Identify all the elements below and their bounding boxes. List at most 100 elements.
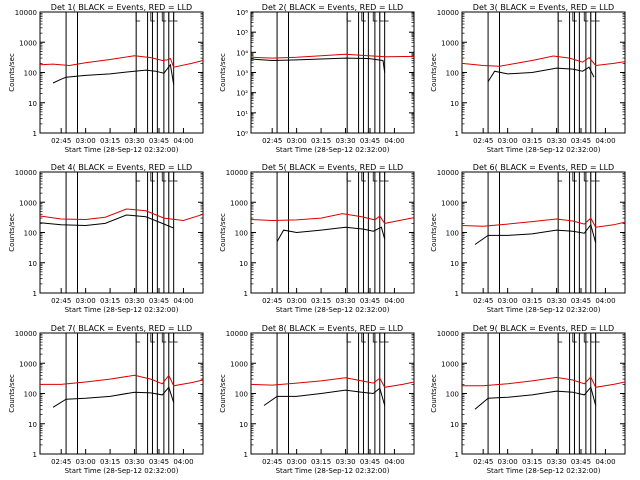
y-tick-label: 1000 xyxy=(19,360,37,368)
gap-marker xyxy=(361,333,366,343)
gap-marker xyxy=(161,12,167,22)
panel-det-4: Det 4( BLACK = Events, RED = LLD 1 10 100 10… xyxy=(8,163,204,314)
gap-marker xyxy=(346,333,352,343)
panel-frame xyxy=(250,171,415,294)
x-tick-label: 03:00 xyxy=(76,458,96,466)
x-axis-label: Start Time (28-Sep-12 02:32:00) xyxy=(65,467,179,475)
panel-title: Det 3( BLACK = Events, RED = LLD xyxy=(473,3,614,12)
x-tick-label: 04:00 xyxy=(595,137,615,145)
x-axis-label: Start Time (28-Sep-12 02:32:00) xyxy=(276,306,390,314)
x-axis-label: Start Time (28-Sep-12 02:32:00) xyxy=(276,146,390,154)
x-tick-label: 02:45 xyxy=(51,137,71,145)
series-events-line xyxy=(474,223,597,245)
y-tick-label: 10000 xyxy=(15,169,37,177)
series-events-line xyxy=(250,57,386,73)
y-axis-label: Counts/sec xyxy=(219,53,227,92)
y-tick-label: 10000 xyxy=(437,169,459,177)
gap-marker xyxy=(590,12,595,22)
x-tick-label: 04:00 xyxy=(173,137,193,145)
y-tick-label: 10¹ xyxy=(236,110,248,118)
x-tick-label: 03:45 xyxy=(571,137,591,145)
x-tick-label: 04:00 xyxy=(384,458,404,466)
x-tick-label: 03:30 xyxy=(124,297,144,305)
series-lld-line xyxy=(39,55,204,68)
panel-det-3: Det 3( BLACK = Events, RED = LLD 1 10 100 10… xyxy=(430,3,626,154)
y-tick-label: 100 xyxy=(24,391,37,399)
series-lld-line xyxy=(250,53,415,59)
y-axis-label: Counts/sec xyxy=(8,213,16,252)
x-tick-label: 04:00 xyxy=(173,297,193,305)
y-axis-label: Counts/sec xyxy=(430,213,438,252)
x-axis-label: Start Time (28-Sep-12 02:32:00) xyxy=(487,306,601,314)
x-tick-label: 03:30 xyxy=(335,297,355,305)
panel-title: Det 6( BLACK = Events, RED = LLD xyxy=(473,163,614,172)
gap-marker xyxy=(173,172,178,182)
y-tick-label: 1000 xyxy=(230,360,248,368)
x-tick-label: 02:45 xyxy=(51,297,71,305)
y-tick-label: 10⁵ xyxy=(236,29,248,37)
y-axis-label: Counts/sec xyxy=(430,374,438,413)
gap-marker xyxy=(595,12,600,22)
x-tick-label: 03:00 xyxy=(498,458,518,466)
y-tick-label: 1 xyxy=(33,130,37,138)
panel-det-9: Det 9( BLACK = Events, RED = LLD 1 10 100 10… xyxy=(430,324,626,475)
series-events-line xyxy=(263,387,386,406)
y-tick-label: 10⁴ xyxy=(236,49,248,57)
y-tick-label: 10000 xyxy=(15,9,37,17)
y-tick-label: 1 xyxy=(33,290,37,298)
series-lld-line xyxy=(39,208,204,222)
gap-marker xyxy=(346,12,352,22)
series-events-line xyxy=(276,226,386,242)
x-tick-label: 03:45 xyxy=(149,458,169,466)
series-events-line xyxy=(39,214,174,229)
y-tick-label: 1 xyxy=(455,130,459,138)
panel-det-2: Det 2( BLACK = Events, RED = LLD 10⁰ 10¹ 10… xyxy=(219,3,415,154)
gap-marker xyxy=(590,333,595,343)
series-events-line xyxy=(52,63,175,85)
gap-marker xyxy=(361,12,366,22)
gap-marker xyxy=(372,172,378,182)
panel-frame xyxy=(39,332,204,455)
gap-marker xyxy=(572,333,577,343)
x-tick-label: 03:15 xyxy=(311,137,331,145)
gap-marker xyxy=(583,12,589,22)
x-axis-label: Start Time (28-Sep-12 02:32:00) xyxy=(276,467,390,475)
x-tick-label: 03:00 xyxy=(498,297,518,305)
x-tick-label: 02:45 xyxy=(51,458,71,466)
x-tick-label: 03:15 xyxy=(522,137,542,145)
x-tick-label: 03:45 xyxy=(360,137,380,145)
x-tick-label: 03:45 xyxy=(360,458,380,466)
y-tick-label: 1000 xyxy=(441,39,459,47)
x-tick-label: 03:30 xyxy=(124,137,144,145)
x-tick-label: 03:00 xyxy=(76,137,96,145)
y-tick-label: 100 xyxy=(235,391,248,399)
y-tick-label: 1 xyxy=(244,290,248,298)
gap-marker xyxy=(379,172,384,182)
y-tick-label: 1 xyxy=(455,290,459,298)
gap-marker xyxy=(583,333,589,343)
panel-det-8: Det 8( BLACK = Events, RED = LLD 1 10 100 10… xyxy=(219,324,415,475)
x-tick-label: 04:00 xyxy=(595,297,615,305)
panel-frame xyxy=(39,171,204,294)
x-tick-label: 04:00 xyxy=(384,137,404,145)
y-tick-label: 1000 xyxy=(230,199,248,207)
y-tick-label: 10⁰ xyxy=(236,130,248,138)
y-tick-label: 10 xyxy=(239,260,248,268)
panel-det-1: Det 1( BLACK = Events, RED = LLD 1 10 100 10… xyxy=(8,3,204,154)
x-tick-label: 02:45 xyxy=(473,297,493,305)
gap-marker xyxy=(161,172,167,182)
gap-marker xyxy=(150,333,155,343)
x-axis-label: Start Time (28-Sep-12 02:32:00) xyxy=(65,146,179,154)
series-events-line xyxy=(474,386,597,410)
series-events-line xyxy=(52,386,175,408)
x-tick-label: 03:45 xyxy=(149,297,169,305)
series-lld-line xyxy=(40,374,204,387)
x-tick-label: 02:45 xyxy=(473,137,493,145)
x-axis-label: Start Time (28-Sep-12 02:32:00) xyxy=(65,306,179,314)
gap-marker xyxy=(572,172,577,182)
x-tick-label: 03:15 xyxy=(522,458,542,466)
y-tick-label: 1000 xyxy=(19,39,37,47)
series-lld-line xyxy=(250,213,415,224)
y-tick-label: 100 xyxy=(24,70,37,78)
